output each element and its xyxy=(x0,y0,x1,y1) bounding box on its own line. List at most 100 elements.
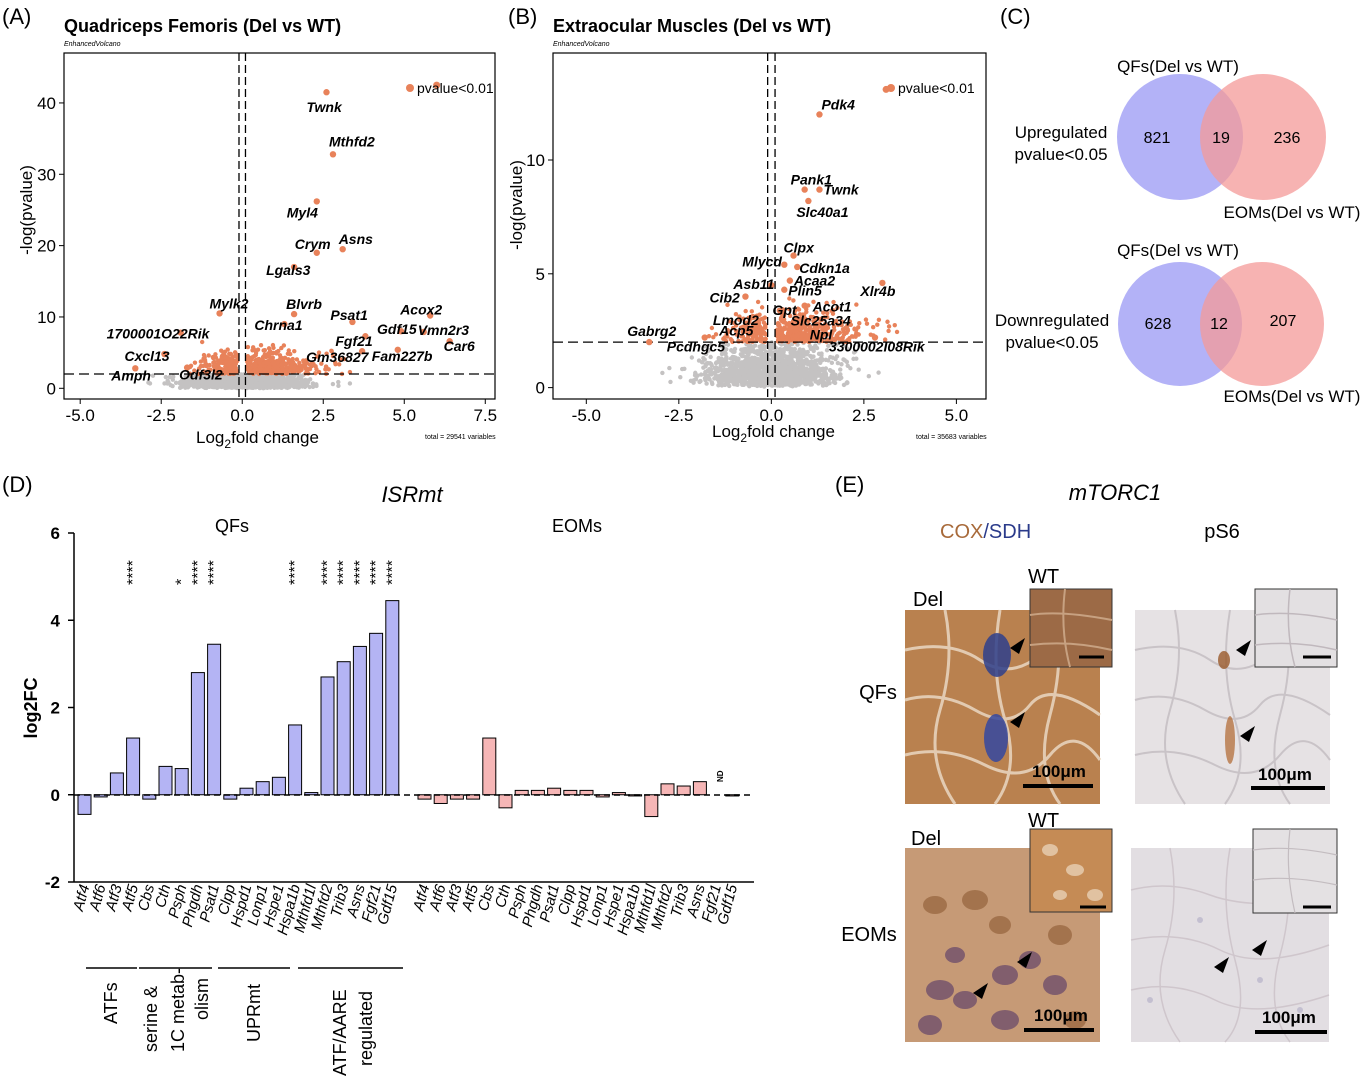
panel-d-label: (D) xyxy=(2,472,33,497)
a-xtick-label: -2.5 xyxy=(147,406,176,425)
b-sig-point xyxy=(780,335,785,340)
a-nonsig-point xyxy=(225,376,230,381)
a-sig-point xyxy=(336,362,342,367)
a-sig-point xyxy=(201,363,206,369)
d-bar xyxy=(288,724,303,796)
b-sig-point xyxy=(836,331,841,336)
a-sig-point xyxy=(280,367,286,372)
b-nonsig-point xyxy=(856,367,861,372)
b-sig-point xyxy=(785,335,791,341)
b-gene-label: Gabrg2 xyxy=(627,323,676,339)
panel-a-cutoff-lines xyxy=(64,53,495,399)
a-nonsig-point xyxy=(246,375,252,381)
panel-d-group-eom: EOMs xyxy=(552,516,602,536)
panel-b-footnote: total = 35683 variables xyxy=(916,434,987,441)
b-gene-label: 3300002I08Rik xyxy=(829,339,926,355)
a-sig-point xyxy=(225,347,230,352)
b-nonsig-point xyxy=(745,352,751,358)
d-significance-mark: **** xyxy=(320,560,337,585)
panel-a-ylabel: -log(pvalue) xyxy=(17,165,36,255)
b-nonsig-point xyxy=(762,346,767,352)
a-ytick-label: 10 xyxy=(37,308,56,327)
a-xtick-label: 7.5 xyxy=(473,406,497,425)
a-sig-point xyxy=(214,363,219,368)
a-sig-point xyxy=(262,368,268,374)
b-nonsig-point xyxy=(811,359,817,364)
b-xtick-label: -2.5 xyxy=(664,406,693,425)
a-sig-point xyxy=(292,348,297,354)
b-nonsig-point xyxy=(779,377,784,383)
panel-e-row1-label: QFs xyxy=(859,682,897,704)
b-nonsig-point xyxy=(775,356,780,361)
a-gene-point xyxy=(339,245,346,253)
d-bar xyxy=(158,765,173,796)
b-nonsig-point xyxy=(799,358,804,364)
a-gene-label: Vmn2r3 xyxy=(418,322,470,338)
b-nonsig-point xyxy=(729,372,734,378)
a-nonsig-point xyxy=(173,380,179,385)
b-gene-point xyxy=(801,302,808,309)
panel-b-title: Extraocular Muscles (Del vs WT) xyxy=(553,16,831,36)
b-nonsig-point xyxy=(813,364,818,370)
b-nonsig-point xyxy=(740,363,746,368)
b-sig-point xyxy=(759,305,765,310)
b-nonsig-point xyxy=(734,356,739,362)
b-nonsig-point xyxy=(706,368,712,374)
a-gene-point xyxy=(281,320,288,328)
a-gene-label: Cxcl13 xyxy=(124,348,169,364)
b-nonsig-point xyxy=(804,371,809,377)
panel-e-title: mTORC1 xyxy=(1069,480,1162,505)
b-nonsig-point xyxy=(788,362,794,367)
b-nonsig-point xyxy=(788,372,793,377)
b-nonsig-point xyxy=(813,370,818,375)
a-sig-point xyxy=(292,368,298,373)
d-bar xyxy=(320,676,335,796)
panel-b-volcano: (B) Extraocular Muscles (Del vs WT) Enha… xyxy=(507,4,987,445)
a-gene-label: Mylk2 xyxy=(210,295,249,311)
b-nonsig-point xyxy=(732,364,737,370)
a-gene-label: Chrna1 xyxy=(254,317,302,333)
panel-a-title: Quadriceps Femoris (Del vs WT) xyxy=(64,16,341,36)
a-sig-point xyxy=(208,367,213,373)
b-sig-point xyxy=(894,329,900,335)
a-nonsig-point xyxy=(310,384,316,390)
b-nonsig-point xyxy=(708,354,713,360)
panel-b-label: (B) xyxy=(508,4,537,29)
b-sig-point xyxy=(796,307,802,312)
a-nonsig-point xyxy=(179,381,184,386)
b-nonsig-point xyxy=(710,381,715,387)
a-sig-point xyxy=(252,368,257,374)
b-nonsig-point xyxy=(797,347,803,352)
b-nonsig-point xyxy=(733,370,738,375)
panel-a-plot-frame xyxy=(63,52,496,400)
panel-e-label: (E) xyxy=(835,472,864,497)
b-nonsig-point xyxy=(703,375,709,381)
a-nonsig-point xyxy=(204,385,209,391)
a-gene-point xyxy=(183,364,191,371)
b-xtick-label: 5.0 xyxy=(945,406,969,425)
a-nonsig-point xyxy=(183,373,188,379)
b-nonsig-point xyxy=(807,343,812,349)
b-nonsig-point xyxy=(829,369,834,374)
a-sig-point xyxy=(274,365,280,370)
a-sig-point xyxy=(276,358,282,364)
a-sig-point xyxy=(330,353,336,359)
a-gene-label: Lgals3 xyxy=(266,262,311,278)
b-nonsig-point xyxy=(758,377,763,383)
a-sig-point xyxy=(198,359,204,364)
histology-qf-cox-wt: WT xyxy=(1028,566,1059,588)
a-nonsig-point xyxy=(200,384,206,389)
panel-a-nonsig-cloud xyxy=(146,371,353,391)
b-sig-point xyxy=(857,321,862,326)
b-nonsig-point xyxy=(748,376,754,381)
b-sig-point xyxy=(779,330,784,335)
histology-eom-ps6-wt-inset xyxy=(1252,828,1338,914)
a-sig-point xyxy=(288,351,293,357)
b-nonsig-point xyxy=(876,370,881,375)
a-nonsig-point xyxy=(230,381,235,387)
venn-down-qf-only: 628 xyxy=(1145,316,1172,333)
a-sig-point xyxy=(199,339,205,345)
d-significance-mark: **** xyxy=(206,560,223,585)
d-bar xyxy=(482,737,497,796)
a-nonsig-point xyxy=(211,379,216,385)
